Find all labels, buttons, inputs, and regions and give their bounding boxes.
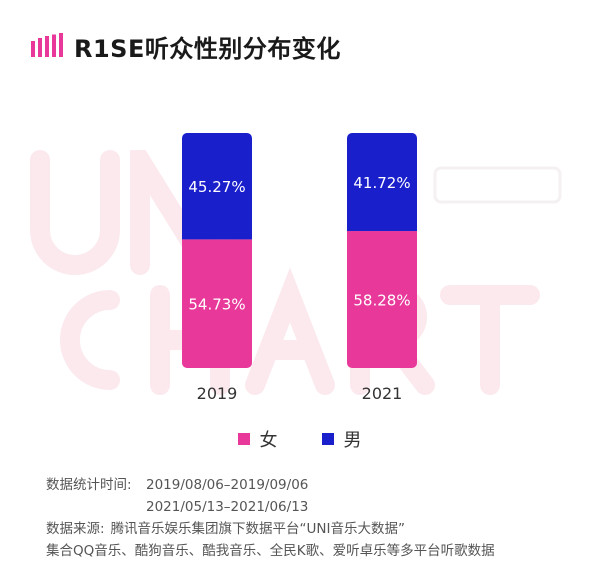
- data-label-male-2019: 45.27%: [188, 178, 245, 196]
- x-tick-label-2019: 2019: [197, 384, 238, 403]
- note-source-2: 集合QQ音乐、酷狗音乐、酷我音乐、全民K歌、爱听卓乐等多平台听歌数据: [46, 543, 495, 559]
- data-label-male-2021: 41.72%: [353, 174, 410, 192]
- legend-label-female: 女: [259, 430, 278, 451]
- data-label-female-2019: 54.73%: [188, 296, 245, 314]
- chart-header: R1SE听众性别分布变化: [30, 26, 341, 66]
- page-title: R1SE听众性别分布变化: [74, 34, 341, 63]
- note-source-1: 腾讯音乐娱乐集团旗下数据平台“UNI音乐大数据”: [110, 521, 406, 537]
- legend-label-male: 男: [343, 430, 362, 451]
- bar-group-2019: [182, 133, 252, 368]
- note-time-label: 数据统计时间:: [46, 477, 132, 493]
- legend-swatch-female: [237, 433, 250, 445]
- bar-group-2021: [347, 133, 417, 368]
- bars-logo-icon: [31, 33, 63, 57]
- chart-legend: 女 男: [0, 426, 599, 452]
- note-time-row: 数据统计时间: 2019/08/06–2019/09/06 2021/05/13…: [46, 474, 495, 518]
- legend-item-female: 女: [237, 426, 278, 452]
- bar-segment-female-2019: [182, 239, 252, 368]
- note-time-1: 2019/08/06–2019/09/06: [146, 477, 309, 493]
- legend-item-male: 男: [321, 426, 362, 452]
- x-tick-label-2021: 2021: [362, 384, 403, 403]
- note-source-row: 数据来源: 腾讯音乐娱乐集团旗下数据平台“UNI音乐大数据”: [46, 518, 495, 540]
- stacked-bar-chart: 54.73% 45.27% 2019 58.28% 41.72% 2021: [182, 133, 417, 403]
- note-source-label: 数据来源:: [46, 521, 105, 537]
- bar-segment-male-2019: [182, 133, 252, 240]
- legend-swatch-male: [321, 433, 334, 445]
- bar-segment-male-2021: [347, 133, 417, 232]
- data-notes: 数据统计时间: 2019/08/06–2019/09/06 2021/05/13…: [46, 474, 495, 562]
- data-label-female-2021: 58.28%: [353, 292, 410, 310]
- bar-segment-female-2021: [347, 231, 417, 368]
- note-time-2: 2021/05/13–2021/06/13: [146, 499, 309, 515]
